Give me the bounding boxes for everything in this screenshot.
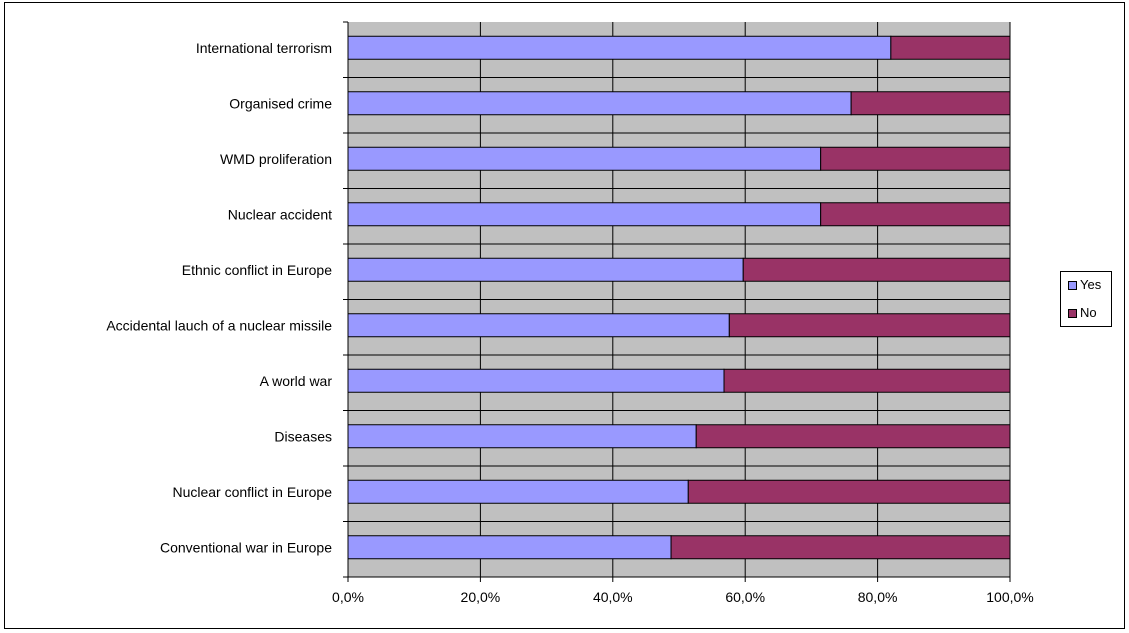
- bar-yes: [347, 91, 852, 116]
- x-tick-label: 60,0%: [725, 589, 765, 605]
- bar-yes: [347, 146, 822, 171]
- bar-yes: [347, 35, 892, 60]
- bar-no: [670, 535, 1011, 560]
- category-label: Organised crime: [229, 95, 332, 111]
- category-label: Conventional war in Europe: [160, 539, 332, 555]
- x-tick-label: 100,0%: [986, 589, 1033, 605]
- bar-no: [728, 313, 1011, 338]
- bar-no: [890, 35, 1011, 60]
- x-tick-label: 20,0%: [461, 589, 501, 605]
- bar-no: [820, 146, 1011, 171]
- legend-item-no: No: [1068, 305, 1097, 321]
- category-label: Accidental lauch of a nuclear missile: [106, 317, 332, 333]
- legend: Yes No: [1060, 271, 1112, 327]
- x-tick-label: 0,0%: [332, 589, 364, 605]
- category-label: Ethnic conflict in Europe: [182, 262, 332, 278]
- category-label: Nuclear accident: [228, 206, 332, 222]
- bar-yes: [347, 313, 730, 338]
- category-label: WMD proliferation: [220, 151, 332, 167]
- bar-no: [687, 479, 1011, 504]
- bar-yes: [347, 202, 822, 227]
- bar-yes: [347, 257, 744, 282]
- x-tick-label: 40,0%: [593, 589, 633, 605]
- category-label: Nuclear conflict in Europe: [172, 484, 332, 500]
- x-tick-label: 80,0%: [858, 589, 898, 605]
- bar-yes: [347, 368, 725, 393]
- category-label: Diseases: [274, 428, 332, 444]
- legend-item-yes: Yes: [1068, 277, 1101, 293]
- bar-no: [850, 91, 1011, 116]
- bar-no: [723, 368, 1011, 393]
- bar-yes: [347, 424, 697, 449]
- bar-no: [820, 202, 1011, 227]
- legend-swatch-no: [1068, 308, 1077, 318]
- bar-no: [695, 424, 1011, 449]
- category-label: International terrorism: [196, 40, 332, 56]
- legend-swatch-yes: [1068, 280, 1077, 290]
- bar-yes: [347, 479, 689, 504]
- category-label: A world war: [260, 373, 333, 389]
- legend-label-yes: Yes: [1080, 277, 1102, 292]
- legend-label-no: No: [1080, 305, 1097, 320]
- bar-no: [742, 257, 1011, 282]
- bar-yes: [347, 535, 672, 560]
